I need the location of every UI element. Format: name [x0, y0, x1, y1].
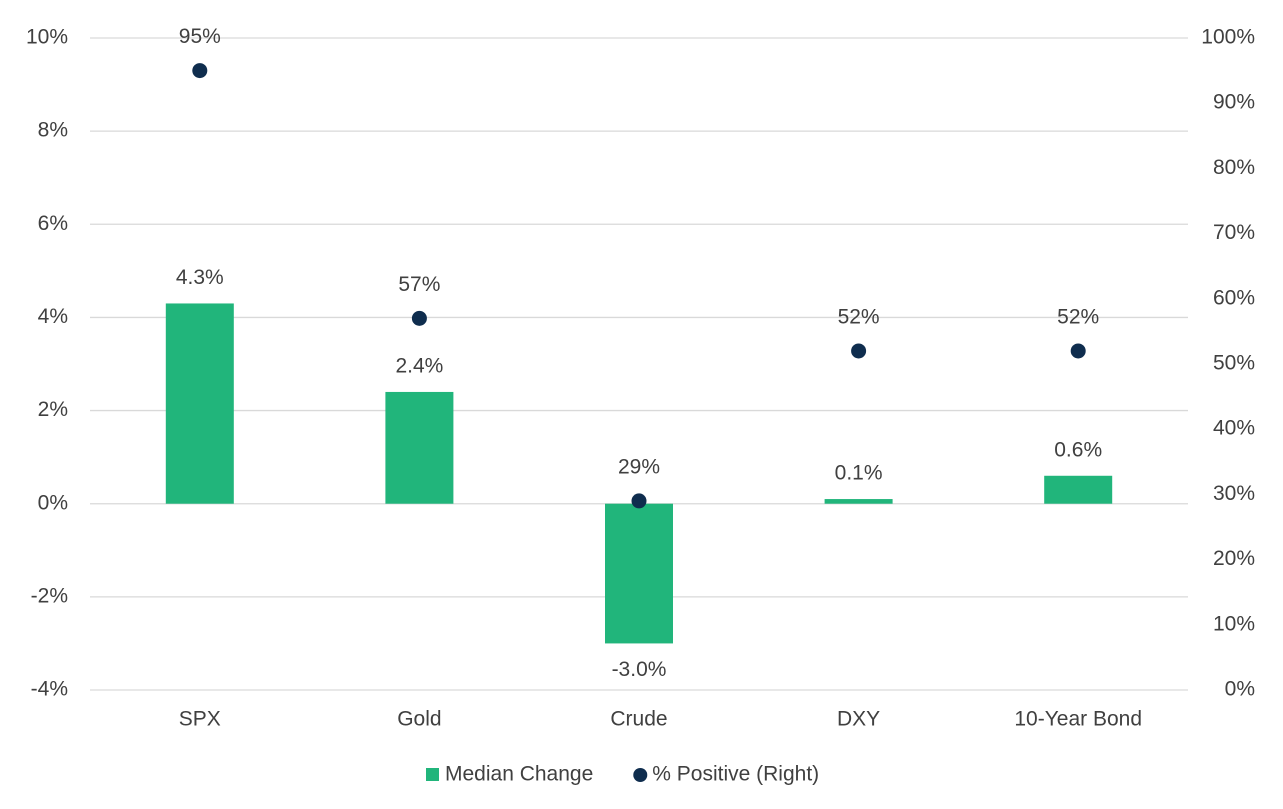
y2-tick-label: 80%	[1213, 156, 1255, 179]
legend-label: Median Change	[445, 763, 593, 786]
y-tick-label: 0%	[38, 491, 68, 514]
data-label: 2.4%	[395, 354, 443, 377]
data-label: 57%	[398, 273, 440, 296]
y-tick-label: -2%	[31, 584, 68, 607]
legend-swatch	[426, 768, 439, 781]
legend-swatch	[633, 768, 648, 782]
x-tick-label: SPX	[179, 708, 221, 731]
bar	[385, 391, 454, 504]
y2-tick-label: 70%	[1213, 221, 1255, 244]
y2-tick-label: 40%	[1213, 417, 1255, 440]
y2-tick-label: 30%	[1213, 482, 1255, 505]
y2-tick-label: 20%	[1213, 547, 1255, 570]
y2-tick-label: 10%	[1213, 612, 1255, 635]
bar	[165, 303, 234, 504]
bar	[605, 503, 673, 644]
y-tick-label: 6%	[38, 212, 68, 235]
y2-tick-label: 50%	[1213, 352, 1255, 375]
data-label: 52%	[1057, 306, 1099, 329]
data-label: 0.1%	[835, 462, 883, 485]
y-tick-label: 2%	[38, 398, 68, 421]
y2-tick-label: 0%	[1225, 678, 1255, 701]
y2-tick-label: 60%	[1213, 286, 1255, 309]
data-label: 95%	[179, 25, 221, 48]
y-tick-label: 10%	[26, 26, 68, 49]
x-tick-label: 10-Year Bond	[1014, 708, 1142, 731]
bar	[824, 499, 893, 504]
y-tick-label: 4%	[38, 305, 68, 328]
y2-tick-label: 100%	[1201, 26, 1255, 49]
point	[192, 63, 208, 79]
bar	[1044, 475, 1113, 504]
data-label: 4.3%	[176, 266, 224, 289]
point	[631, 493, 647, 509]
point	[1070, 343, 1086, 359]
data-label: -3.0%	[612, 658, 667, 681]
x-tick-label: DXY	[837, 708, 880, 731]
y-tick-label: -4%	[31, 678, 68, 701]
data-label: 52%	[838, 306, 880, 329]
data-label: 29%	[618, 455, 660, 478]
x-tick-label: Crude	[610, 708, 667, 731]
data-label: 0.6%	[1054, 438, 1102, 461]
point	[851, 343, 867, 359]
x-tick-label: Gold	[397, 708, 441, 731]
y2-tick-label: 90%	[1213, 91, 1255, 114]
y-tick-label: 8%	[38, 119, 68, 142]
legend-label: % Positive (Right)	[652, 763, 819, 786]
point	[411, 310, 427, 326]
